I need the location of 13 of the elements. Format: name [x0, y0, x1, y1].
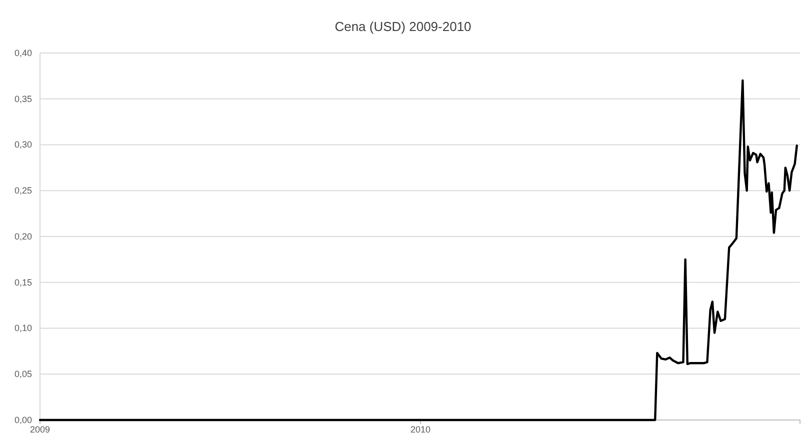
y-tick-label: 0,15: [14, 277, 32, 288]
y-tick-label: 0,30: [14, 140, 32, 150]
y-tick-label: 0,10: [14, 323, 32, 334]
y-tick-label: 0,00: [14, 414, 32, 425]
line-series: [38, 79, 798, 422]
y-tick-label: 0,25: [14, 186, 32, 196]
x-tick-label: 2009: [30, 424, 50, 434]
y-tick-label: 0,05: [14, 369, 32, 380]
y-tick-label: 0,20: [14, 231, 32, 242]
chart-title: Cena (USD) 2009-2010: [334, 19, 472, 34]
y-tick-label: 0,40: [14, 48, 32, 58]
x-tick-label: 2010: [410, 424, 431, 434]
y-tick-label: 0,35: [14, 94, 32, 104]
